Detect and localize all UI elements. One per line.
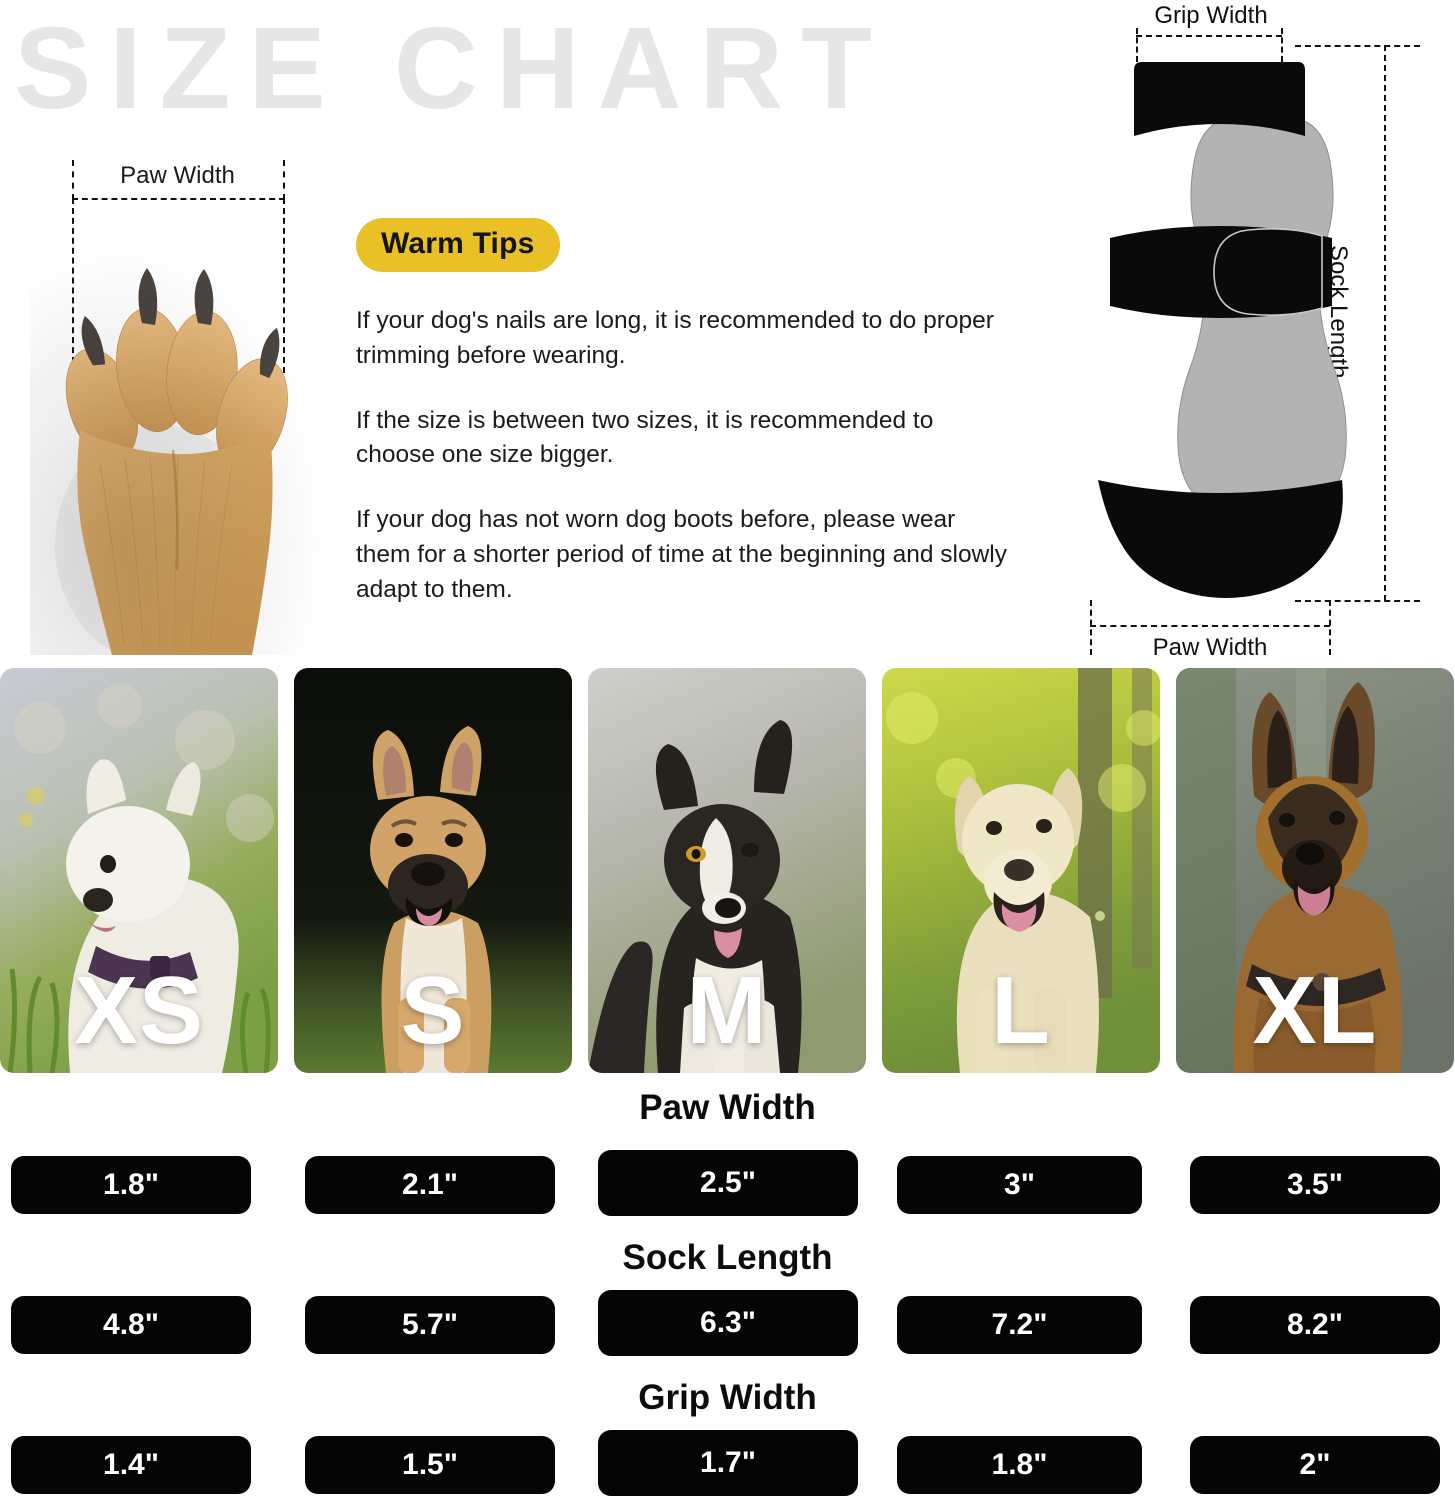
cell-paw-width-m: 2.5" bbox=[598, 1150, 858, 1216]
paw-width-caption: Paw Width bbox=[120, 162, 235, 189]
dog-paw-photo bbox=[30, 215, 330, 655]
dog-photo-xl bbox=[1176, 668, 1454, 1073]
cell-grip-width-l: 1.8" bbox=[897, 1436, 1142, 1494]
cell-paw-width-s: 2.1" bbox=[305, 1156, 555, 1214]
cell-paw-width-l: 3" bbox=[897, 1156, 1142, 1214]
dog-photo-s bbox=[294, 668, 572, 1073]
grip-width-caption: Grip Width bbox=[1154, 2, 1268, 29]
dog-photo-m bbox=[588, 668, 866, 1073]
paw2-tick-left bbox=[1090, 600, 1092, 655]
grip-tick-right bbox=[1281, 28, 1283, 62]
cell-paw-width-xl: 3.5" bbox=[1190, 1156, 1440, 1214]
sock-dashline-bottom bbox=[1295, 600, 1420, 602]
paw-measurement-figure: Paw Width bbox=[30, 160, 330, 660]
size-label-l: L bbox=[991, 957, 1051, 1064]
size-label-xl: XL bbox=[1252, 957, 1378, 1064]
cell-sock-length-s: 5.7" bbox=[305, 1296, 555, 1354]
paw-bracket-extension bbox=[72, 160, 285, 200]
size-card-l[interactable]: L bbox=[882, 668, 1160, 1073]
size-card-xs[interactable]: XS bbox=[0, 668, 278, 1073]
cell-sock-length-xs: 4.8" bbox=[11, 1296, 251, 1354]
paw-width-dashline bbox=[1090, 625, 1330, 627]
grip-tick-left bbox=[1136, 28, 1138, 62]
grip-width-dashline bbox=[1136, 35, 1282, 37]
cell-grip-width-s: 1.5" bbox=[305, 1436, 555, 1494]
size-label-s: S bbox=[400, 957, 466, 1064]
page-title: SIZE CHART bbox=[14, 3, 890, 133]
row-header-paw-width: Paw Width bbox=[639, 1088, 816, 1127]
tip-paragraph-2: If the size is between two sizes, it is … bbox=[356, 406, 934, 469]
tip-paragraph-1: If your dog's nails are long, it is reco… bbox=[356, 307, 994, 369]
boot-paw-width-caption: Paw Width bbox=[1152, 634, 1268, 661]
cell-grip-width-xs: 1.4" bbox=[11, 1436, 251, 1494]
sock-length-dashline bbox=[1384, 45, 1386, 601]
dog-photo-l bbox=[882, 668, 1160, 1073]
row-header-grip-width: Grip Width bbox=[638, 1378, 817, 1417]
cell-sock-length-m: 6.3" bbox=[598, 1290, 858, 1356]
cell-paw-width-xs: 1.8" bbox=[11, 1156, 251, 1214]
size-card-s[interactable]: S bbox=[294, 668, 572, 1073]
row-header-sock-length: Sock Length bbox=[622, 1238, 833, 1277]
warm-tips-section: Warm Tips If your dog's nails are long, … bbox=[356, 218, 1026, 607]
paw2-tick-right bbox=[1329, 600, 1331, 655]
size-cards-row: XS bbox=[0, 668, 1455, 1073]
dog-photo-xs bbox=[0, 668, 278, 1073]
tip-paragraph-3: If your dog has not worn dog boots befor… bbox=[356, 506, 1007, 603]
cell-grip-width-m: 1.7" bbox=[598, 1430, 858, 1496]
size-card-m[interactable]: M bbox=[588, 668, 866, 1073]
size-label-xs: XS bbox=[73, 957, 205, 1064]
size-label-m: M bbox=[686, 957, 768, 1064]
size-card-xl[interactable]: XL bbox=[1176, 668, 1454, 1073]
sock-dashline-top bbox=[1295, 45, 1420, 47]
cell-grip-width-xl: 2" bbox=[1190, 1436, 1440, 1494]
warm-tips-badge: Warm Tips bbox=[356, 218, 560, 272]
cell-sock-length-xl: 8.2" bbox=[1190, 1296, 1440, 1354]
dog-boot-illustration bbox=[1098, 62, 1347, 598]
cell-sock-length-l: 7.2" bbox=[897, 1296, 1142, 1354]
